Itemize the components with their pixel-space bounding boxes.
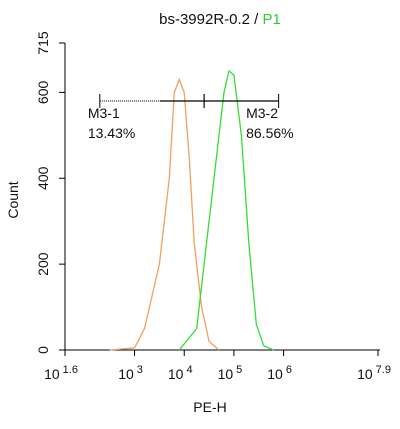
tick-exponent: 4 (186, 364, 192, 376)
chart-title: bs-3992R-0.2 / P1 (159, 11, 281, 28)
tick-base: 10 (267, 366, 283, 382)
y-tick-label: 715 (35, 31, 51, 55)
y-tick-label: 600 (35, 80, 51, 104)
y-axis-label: Count (5, 181, 21, 218)
x-tick-label: 10 6 (267, 364, 292, 382)
tick-base: 10 (118, 366, 134, 382)
x-tick-label: 10 3 (118, 364, 143, 382)
title-gate: P1 (263, 11, 281, 28)
y-tick-label: 400 (35, 166, 51, 190)
tick-exponent: 7.9 (376, 364, 391, 376)
tick-base: 10 (357, 366, 373, 382)
y-tick-label: 200 (35, 252, 51, 276)
x-axis-label: PE-H (193, 399, 226, 415)
histogram-line (109, 77, 220, 351)
gate-name: M3-1 (88, 105, 120, 121)
title-text: bs-3992R-0.2 / (159, 11, 259, 28)
gate-percent: 86.56% (246, 125, 293, 141)
tick-base: 10 (218, 366, 234, 382)
x-tick-label: 10 5 (218, 364, 243, 382)
histogram-line (178, 69, 274, 351)
y-tick-label: 0 (35, 346, 51, 354)
tick-exponent: 1.6 (63, 364, 78, 376)
gate-name: M3-2 (246, 105, 278, 121)
tick-exponent: 3 (137, 364, 143, 376)
gate-percent: 13.43% (88, 125, 135, 141)
x-tick-label: 10 7.9 (357, 364, 391, 382)
tick-exponent: 5 (236, 364, 242, 376)
x-tick-label: 10 1.6 (44, 364, 78, 382)
x-tick-label: 10 4 (168, 364, 193, 382)
tick-base: 10 (44, 366, 60, 382)
tick-base: 10 (168, 366, 184, 382)
tick-exponent: 6 (286, 364, 292, 376)
